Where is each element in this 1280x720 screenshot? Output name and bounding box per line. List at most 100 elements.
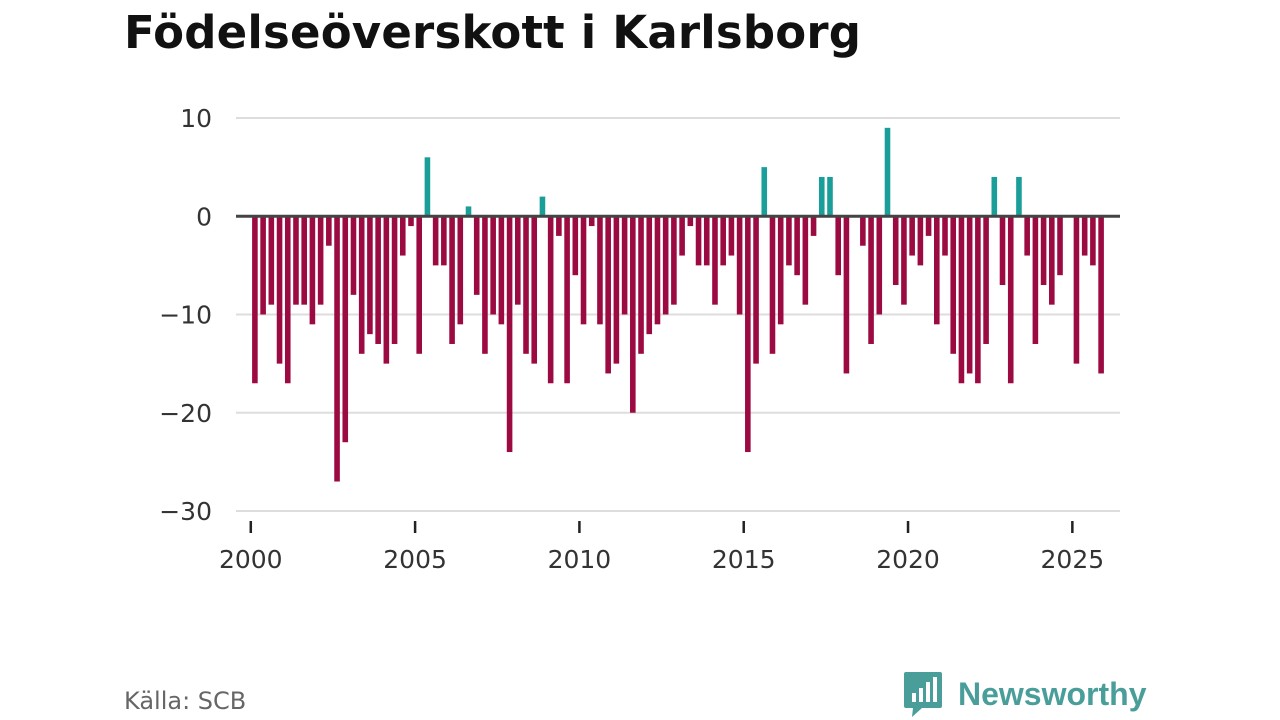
bar: [449, 216, 455, 344]
bar: [786, 216, 792, 266]
bar: [1032, 216, 1039, 344]
bar: [983, 216, 989, 344]
bar: [679, 216, 685, 256]
bar: [884, 127, 891, 217]
bar: [498, 216, 505, 325]
bar: [293, 216, 299, 305]
bar: [506, 216, 513, 453]
bar: [473, 216, 480, 295]
x-tick-label: 2015: [712, 545, 776, 574]
bar: [523, 216, 529, 354]
bar: [326, 216, 332, 246]
y-tick-label: −30: [159, 497, 212, 526]
bar: [975, 216, 981, 384]
bar: [424, 157, 431, 217]
bar: [276, 216, 283, 364]
bar: [605, 216, 611, 374]
x-tick-label: 2010: [548, 545, 612, 574]
bar: [399, 216, 406, 256]
bar: [646, 216, 653, 335]
bar: [1081, 216, 1088, 256]
bar: [999, 216, 1006, 286]
bar: [942, 216, 948, 256]
bar: [860, 216, 866, 246]
bar: [408, 216, 414, 227]
chart-title: Födelseöverskott i Karlsborg: [124, 6, 862, 59]
x-axis: 2000 2005 2010 2015 2020 2025: [219, 521, 1104, 574]
gridlines: [236, 117, 1120, 512]
bar-series: [252, 127, 1104, 482]
bar: [827, 176, 833, 217]
bar: [1098, 216, 1104, 374]
bar: [835, 216, 841, 276]
bar: [662, 216, 669, 315]
x-tick-label: 2020: [876, 545, 940, 574]
bar: [515, 216, 521, 305]
bar: [1007, 216, 1014, 384]
bar: [695, 216, 702, 266]
bar: [892, 216, 899, 286]
bar: [416, 216, 422, 354]
bar: [1073, 216, 1080, 364]
bar: [950, 216, 957, 354]
bar: [342, 216, 349, 443]
bar: [671, 216, 677, 305]
bar: [777, 216, 784, 325]
bar: [712, 216, 718, 305]
bar: [1049, 216, 1055, 305]
bar: [301, 216, 307, 305]
bar: [810, 216, 817, 236]
bar: [868, 216, 874, 344]
brand-name: Newsworthy: [958, 675, 1147, 712]
bar: [843, 216, 850, 374]
bar: [556, 216, 562, 236]
brand-logo[interactable]: Newsworthy: [902, 670, 1146, 718]
bar: [441, 216, 447, 266]
bar: [432, 216, 439, 266]
bar: [252, 216, 258, 384]
bar: [728, 216, 735, 256]
bar: [1090, 216, 1096, 266]
x-tick-label: 2000: [219, 545, 283, 574]
bar: [630, 216, 636, 413]
bar: [769, 216, 776, 354]
bar: [457, 216, 464, 325]
bar: [925, 216, 932, 236]
bar: [761, 167, 768, 217]
bar: [482, 216, 488, 354]
bar: [1040, 216, 1047, 286]
y-tick-label: −20: [159, 399, 212, 428]
bar: [597, 216, 603, 325]
source-note: Källa: SCB: [124, 687, 247, 715]
bar: [317, 216, 324, 305]
bar: [745, 216, 751, 453]
y-tick-label: 0: [196, 202, 212, 231]
bar: [309, 216, 316, 325]
bar: [572, 216, 579, 276]
bar: [613, 216, 620, 364]
bar: [580, 216, 587, 325]
bar: [490, 216, 496, 315]
bar: [284, 216, 291, 384]
y-tick-label: 10: [180, 104, 212, 133]
bar: [1057, 216, 1063, 276]
bar: [350, 216, 357, 295]
bar: [268, 216, 275, 305]
bar: [876, 216, 883, 315]
bar: [1016, 176, 1022, 217]
bar: [687, 216, 694, 227]
bar: [260, 216, 266, 315]
bar: [720, 216, 726, 266]
bar: [564, 216, 570, 384]
bar: [966, 216, 973, 374]
y-axis: 10 0 −10 −20 −30: [159, 104, 212, 526]
bar: [621, 216, 628, 315]
bar: [465, 206, 472, 217]
bar: [901, 216, 907, 305]
y-tick-label: −10: [159, 301, 212, 330]
newsworthy-logo-icon: [904, 672, 942, 717]
x-tick-label: 2005: [383, 545, 447, 574]
bar: [654, 216, 661, 325]
bar: [358, 216, 365, 354]
